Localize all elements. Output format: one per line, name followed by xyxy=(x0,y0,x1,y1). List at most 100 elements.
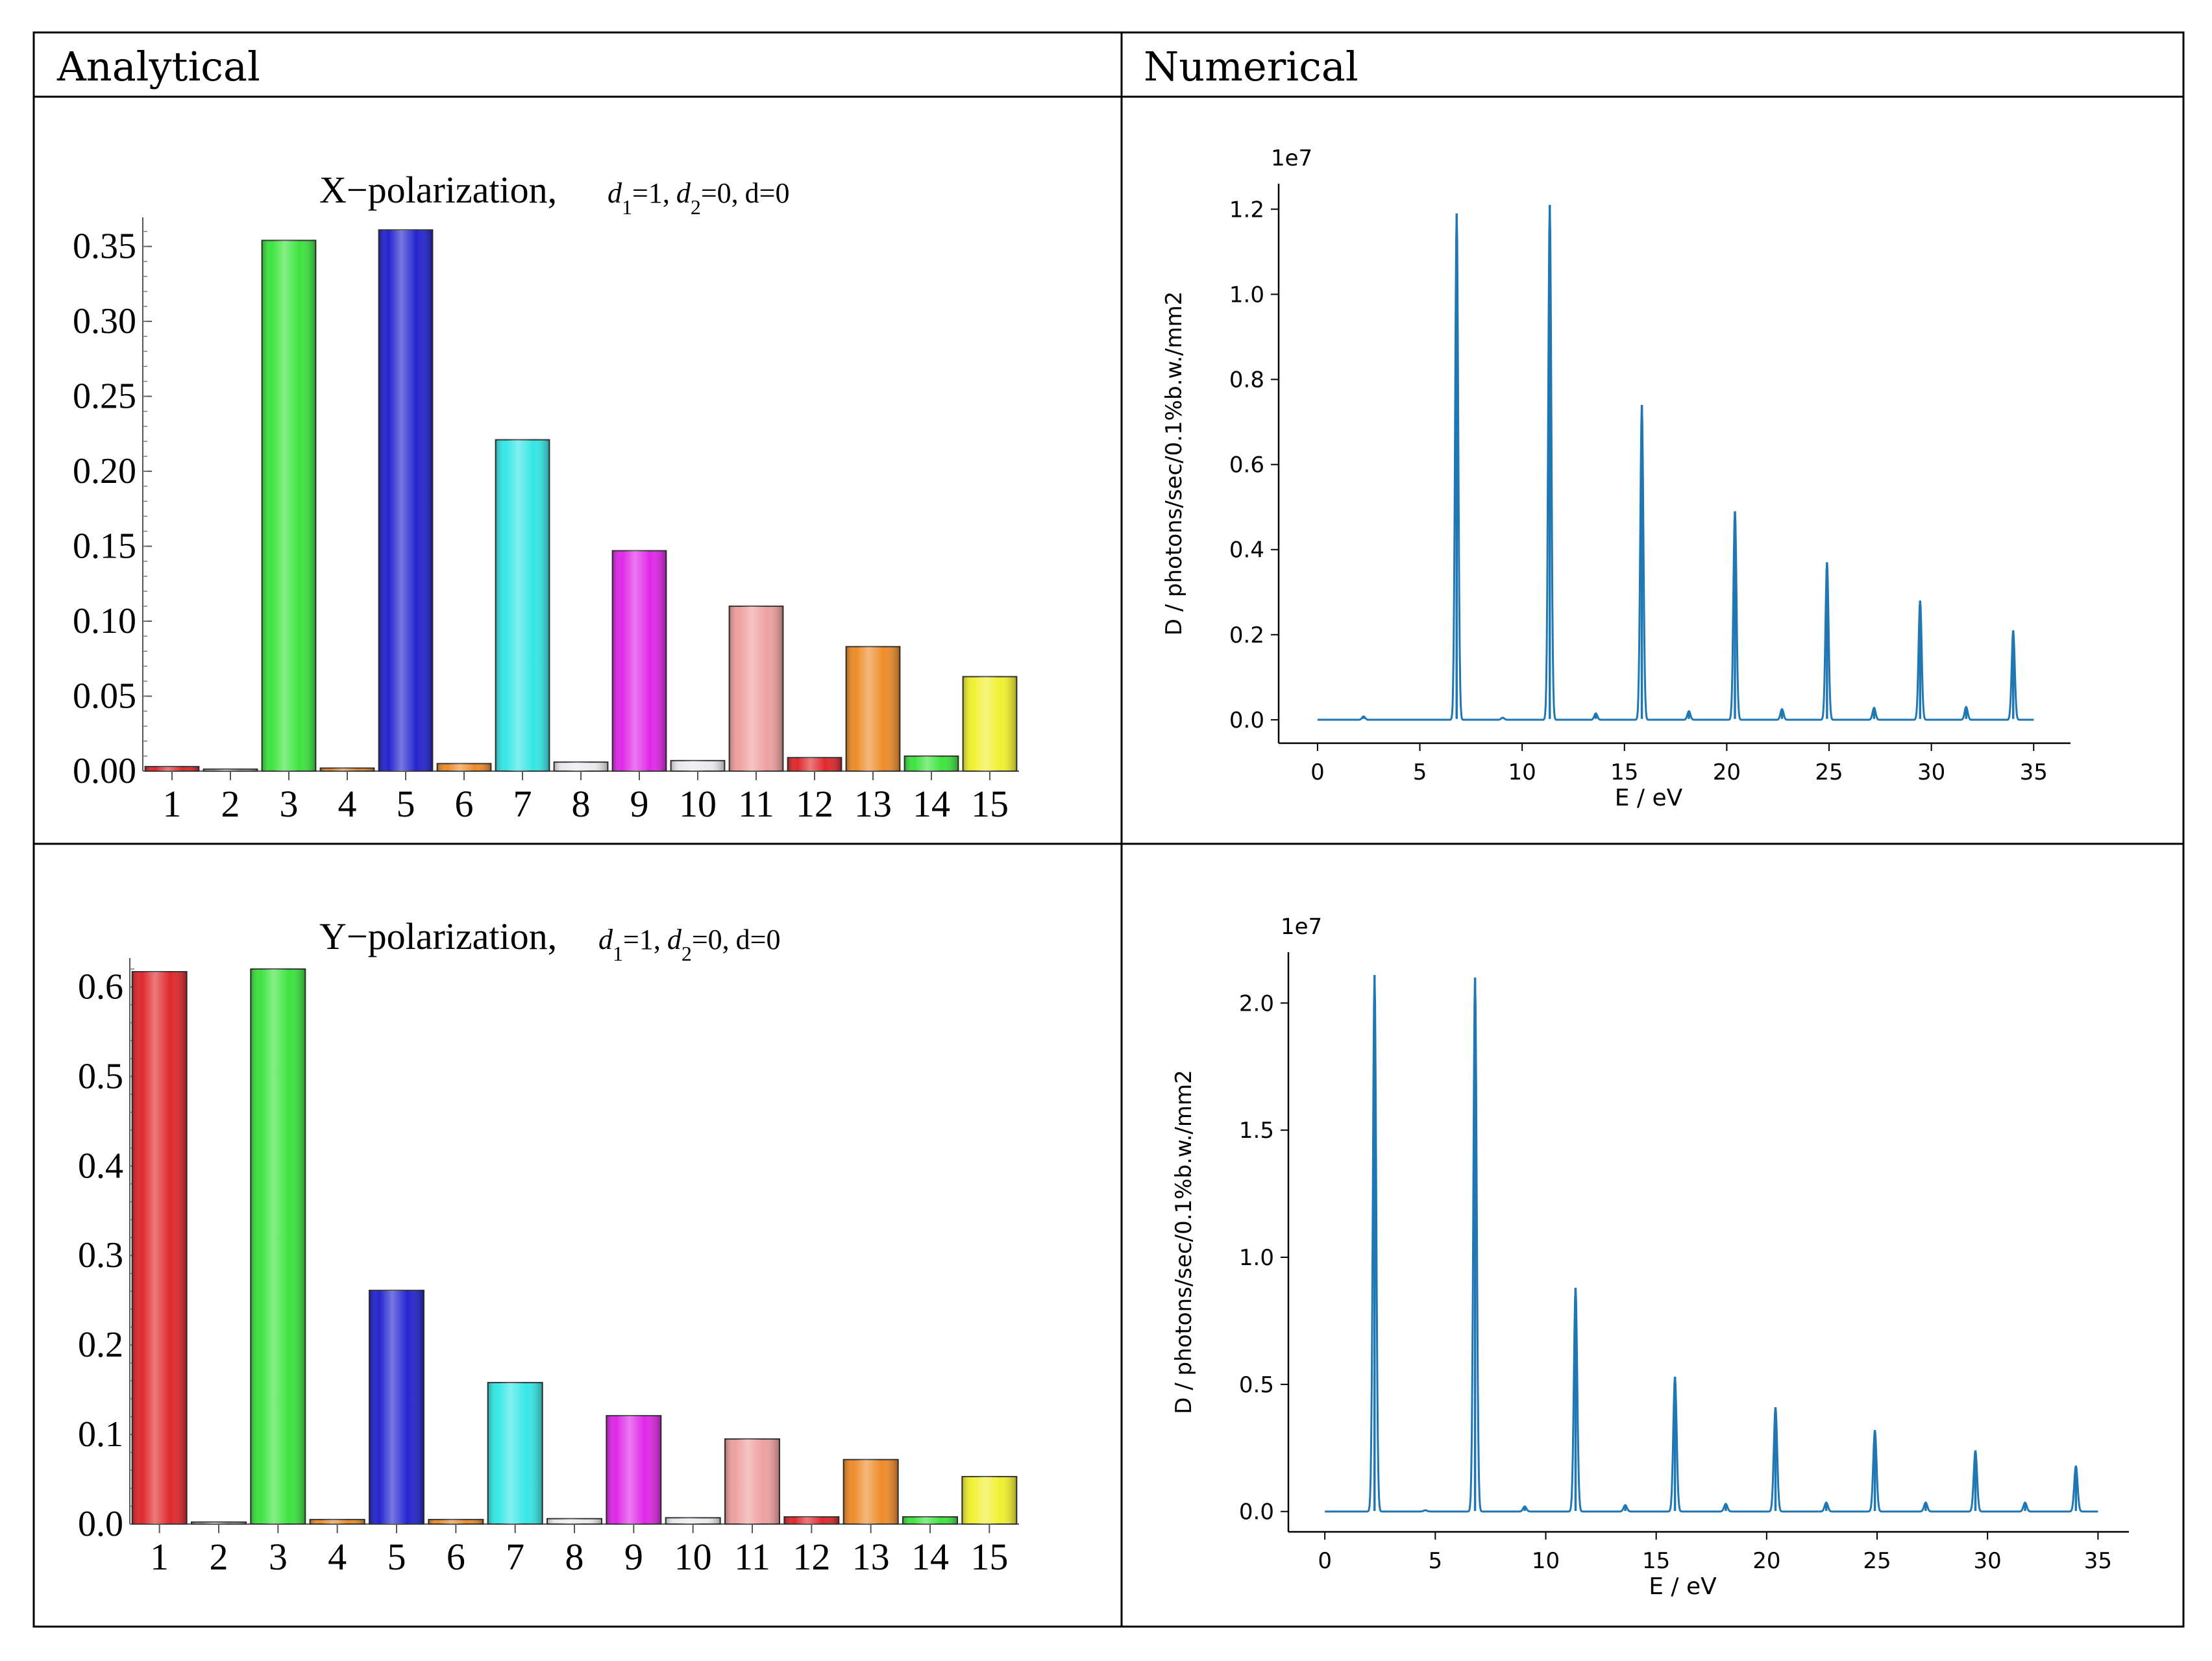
y-tick-label: 0.10 xyxy=(73,601,136,641)
bar-11 xyxy=(728,605,784,772)
x-tick-label: 7 xyxy=(513,783,532,825)
bar-11 xyxy=(724,1438,781,1525)
x-tick-label: 20 xyxy=(1713,759,1741,785)
bar-10 xyxy=(670,759,726,772)
x-tick-label: 14 xyxy=(911,1536,949,1578)
x-tick-label: 15 xyxy=(971,783,1009,825)
bar-chart-x-polarization: X−polarization, d1=1, d2=0, d=00.000.050.10… xyxy=(73,169,1019,825)
subtitle-part-d1_eq: =1, xyxy=(623,924,661,955)
bar-shade xyxy=(724,1438,780,1524)
bar-shade xyxy=(784,1516,839,1524)
bar-15 xyxy=(961,1475,1018,1525)
x-tick-label: 1 xyxy=(163,783,182,825)
bar-shade xyxy=(310,1520,365,1524)
line-chart-x-spectrum: 0 5 10 15 20 25 30 35 0.0 0.2 0.4 0.6 0.8 1.0 1.2 1e7 E … xyxy=(1161,145,2071,811)
y-tick-label: 0.4 xyxy=(1229,537,1264,563)
bar-shade xyxy=(665,1518,720,1524)
bar-6 xyxy=(436,763,492,772)
exponent-label: 1e7 xyxy=(1281,914,1322,940)
bar-4 xyxy=(319,767,375,772)
bar-shade xyxy=(554,762,608,771)
y-tick-label: 0.00 xyxy=(73,751,136,791)
x-tick-label: 10 xyxy=(674,1536,712,1578)
y-axis-label: D / photons/sec/0.1%b.w./mm2 xyxy=(1171,1070,1197,1414)
x-tick-label: 35 xyxy=(2020,759,2048,785)
chart-title: Y−polarization, xyxy=(319,915,557,957)
x-tick-label: 13 xyxy=(854,783,892,825)
bar-14 xyxy=(902,1516,959,1525)
x-tick-label: 5 xyxy=(387,1536,406,1578)
y-tick-label: 1.2 xyxy=(1229,197,1264,223)
x-axis-label: E / eV xyxy=(1649,1573,1717,1600)
y-tick-label: 0.2 xyxy=(1229,622,1264,648)
exponent-label: 1e7 xyxy=(1271,145,1312,171)
bar-12 xyxy=(787,757,842,772)
bar-9 xyxy=(606,1415,662,1525)
subtitle-part-d2: d xyxy=(676,177,691,209)
y-tick-label: 0.6 xyxy=(78,966,123,1007)
y-tick-label: 0.6 xyxy=(1229,452,1264,478)
bar-shade xyxy=(787,757,842,771)
x-tick-label: 35 xyxy=(2084,1548,2112,1574)
bar-shade xyxy=(320,768,375,771)
bar-15 xyxy=(962,676,1018,772)
bar-shade xyxy=(487,1383,543,1524)
bar-shade xyxy=(846,646,900,771)
bar-shade xyxy=(547,1518,602,1524)
y-tick-label: 0.5 xyxy=(1239,1372,1274,1398)
bar-shade xyxy=(729,606,783,771)
x-tick-label: 10 xyxy=(1508,759,1536,785)
y-tick-label: 0.8 xyxy=(1229,367,1264,393)
chart-subtitle: d1=1, d2=0, d=0 xyxy=(608,177,789,219)
bar-13 xyxy=(845,646,901,772)
subtitle-part-d1_eq: =1, xyxy=(632,177,670,209)
y-tick-label: 0.1 xyxy=(78,1414,123,1455)
bar-9 xyxy=(611,550,667,772)
y-tick-label: 0.5 xyxy=(78,1056,123,1096)
bar-shade xyxy=(962,1476,1017,1524)
x-tick-label: 4 xyxy=(328,1536,347,1578)
y-tick-label: 0.0 xyxy=(1239,1499,1274,1525)
bar-shade xyxy=(251,968,306,1524)
x-tick-label: 30 xyxy=(1917,759,1945,785)
y-tick-label: 0.05 xyxy=(73,676,136,717)
x-tick-label: 0 xyxy=(1310,759,1325,785)
x-tick-label: 9 xyxy=(624,1536,643,1578)
subtitle-part-d2_sub: 2 xyxy=(682,942,692,965)
bar-shade xyxy=(902,1516,958,1524)
bar-shade xyxy=(606,1416,661,1524)
subtitle-part-d1: d xyxy=(598,924,613,955)
y-tick-label: 0.2 xyxy=(78,1325,123,1365)
bar-shade xyxy=(262,240,316,771)
y-tick-label: 0.0 xyxy=(1229,707,1264,733)
x-tick-label: 20 xyxy=(1752,1548,1780,1574)
x-tick-label: 12 xyxy=(796,783,833,825)
table-frame xyxy=(32,31,2185,1628)
y-tick-label: 1.5 xyxy=(1239,1118,1274,1144)
header-numerical: Numerical xyxy=(1144,43,1358,90)
spectrum-line xyxy=(1325,975,2098,1513)
bar-2 xyxy=(203,769,258,772)
x-tick-label: 15 xyxy=(970,1536,1008,1578)
x-tick-label: 15 xyxy=(1642,1548,1670,1574)
bar-12 xyxy=(783,1516,840,1525)
x-tick-label: 0 xyxy=(1318,1548,1332,1574)
bar-13 xyxy=(842,1458,899,1525)
bar-1 xyxy=(131,971,188,1525)
x-tick-label: 6 xyxy=(455,783,474,825)
subtitle-part-d1_sub: 1 xyxy=(613,942,623,965)
bar-shade xyxy=(963,676,1017,771)
y-tick-label: 1.0 xyxy=(1239,1245,1274,1271)
bar-shade xyxy=(428,1520,484,1524)
y-tick-label: 0.15 xyxy=(73,526,136,567)
x-tick-label: 25 xyxy=(1815,759,1843,785)
y-tick-label: 0.20 xyxy=(73,451,136,491)
table-border xyxy=(32,31,2185,1628)
y-tick-label: 0.35 xyxy=(73,227,136,267)
bar-shade xyxy=(843,1459,898,1524)
x-tick-label: 7 xyxy=(506,1536,524,1578)
x-tick-label: 8 xyxy=(572,783,591,825)
x-tick-label: 5 xyxy=(1413,759,1427,785)
subtitle-part-d: d=0 xyxy=(736,924,781,955)
